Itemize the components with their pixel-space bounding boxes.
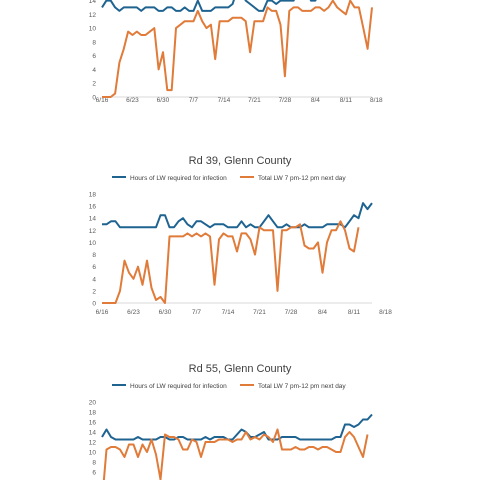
x-tick-label: 7/7 (192, 309, 201, 316)
y-tick-label: 18 (89, 410, 97, 417)
x-tick-label: 6/23 (126, 97, 139, 104)
x-tick-label: 7/14 (222, 309, 235, 316)
series-line-1 (101, 0, 317, 12)
x-tick-label: 7/21 (253, 309, 266, 316)
x-tick-label: 7/21 (248, 97, 261, 104)
y-tick-label: 2 (92, 81, 96, 88)
x-tick-label: 6/16 (96, 309, 109, 316)
y-tick-label: 14 (89, 0, 97, 5)
x-tick-label: 8/4 (318, 309, 327, 316)
series-line-2 (102, 428, 369, 480)
y-tick-label: 6 (92, 264, 96, 271)
chart-title: Rd 39, Glenn County (189, 155, 292, 167)
y-tick-label: 4 (92, 67, 96, 74)
legend-label-1: Hours of LW required for infection (130, 383, 227, 390)
y-tick-label: 10 (89, 450, 97, 457)
x-tick-label: 8/11 (340, 97, 353, 104)
y-tick-label: 6 (92, 470, 96, 477)
series-line-1 (102, 202, 373, 229)
y-tick-label: 18 (89, 192, 97, 199)
y-tick-label: 12 (89, 12, 97, 19)
x-tick-label: 8/11 (348, 309, 361, 316)
x-tick-label: 8/4 (311, 97, 320, 104)
x-tick-label: 6/23 (127, 309, 140, 316)
chart-title: Rd 55, Glenn County (189, 363, 292, 375)
y-tick-label: 8 (92, 39, 96, 46)
x-tick-label: 8/18 (379, 309, 392, 316)
series-line-2 (102, 220, 360, 304)
y-tick-label: 8 (92, 460, 96, 467)
y-tick-label: 0 (92, 95, 96, 102)
y-tick-label: 16 (89, 420, 97, 427)
y-tick-label: 0 (92, 301, 96, 308)
x-tick-label: 6/30 (159, 309, 172, 316)
legend-label-2: Total LW 7 pm-12 pm next day (258, 383, 346, 390)
x-tick-label: 6/16 (96, 97, 109, 104)
y-tick-label: 2 (92, 288, 96, 295)
y-tick-label: 10 (89, 26, 97, 33)
chart-2-svg: Rd 39, Glenn County Hours of LW required … (89, 155, 392, 316)
x-tick-label: 8/18 (370, 97, 383, 104)
y-tick-label: 6 (92, 53, 96, 60)
x-tick-label: 6/30 (157, 97, 170, 104)
legend-label-1: Hours of LW required for infection (130, 175, 227, 182)
x-tick-label: 7/14 (218, 97, 231, 104)
chart-3-svg: Rd 55, Glenn County Hours of LW required … (89, 363, 373, 480)
x-tick-label: 7/28 (279, 97, 292, 104)
y-tick-label: 4 (92, 276, 96, 283)
y-tick-label: 12 (89, 440, 97, 447)
y-tick-label: 12 (89, 228, 97, 235)
y-tick-label: 16 (89, 204, 97, 211)
series-line-2 (102, 0, 373, 98)
y-tick-label: 14 (89, 216, 97, 223)
y-tick-label: 20 (89, 400, 97, 407)
x-tick-label: 7/28 (285, 309, 298, 316)
legend-label-2: Total LW 7 pm-12 pm next day (258, 175, 346, 182)
chart-1-svg: 0 2 4 6 8 10 12 14 6/16 6/23 6/30 7/7 7/14 7/21 7/28 8/… (89, 0, 383, 104)
y-tick-label: 10 (89, 240, 97, 247)
chart-panel-2: Rd 39, Glenn County Hours of LW required … (0, 150, 480, 330)
chart-panel-1: 0 2 4 6 8 10 12 14 6/16 6/23 6/30 7/7 7/14 7/21 7/28 8/… (0, 0, 480, 120)
series-line-1 (101, 413, 373, 441)
chart-panel-3: Rd 55, Glenn County Hours of LW required … (0, 358, 480, 480)
y-tick-label: 8 (92, 252, 96, 259)
y-tick-label: 14 (89, 430, 97, 437)
x-tick-label: 7/7 (189, 97, 198, 104)
